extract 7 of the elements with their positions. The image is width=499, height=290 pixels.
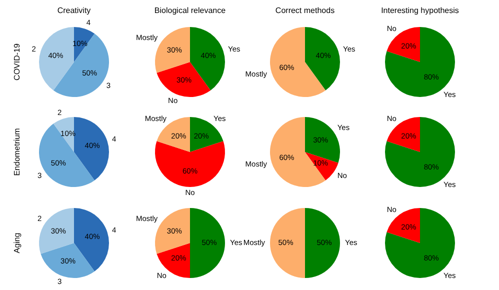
chart-title: Biological relevance (154, 6, 226, 15)
chart-title: Interesting hypothesis (381, 6, 459, 15)
text: Endometrium (12, 128, 22, 176)
text: Aging (12, 232, 22, 254)
text: COVID-19 (12, 44, 22, 80)
chart-title: Correct methods (275, 6, 335, 15)
chart-title: Creativity (57, 6, 91, 15)
